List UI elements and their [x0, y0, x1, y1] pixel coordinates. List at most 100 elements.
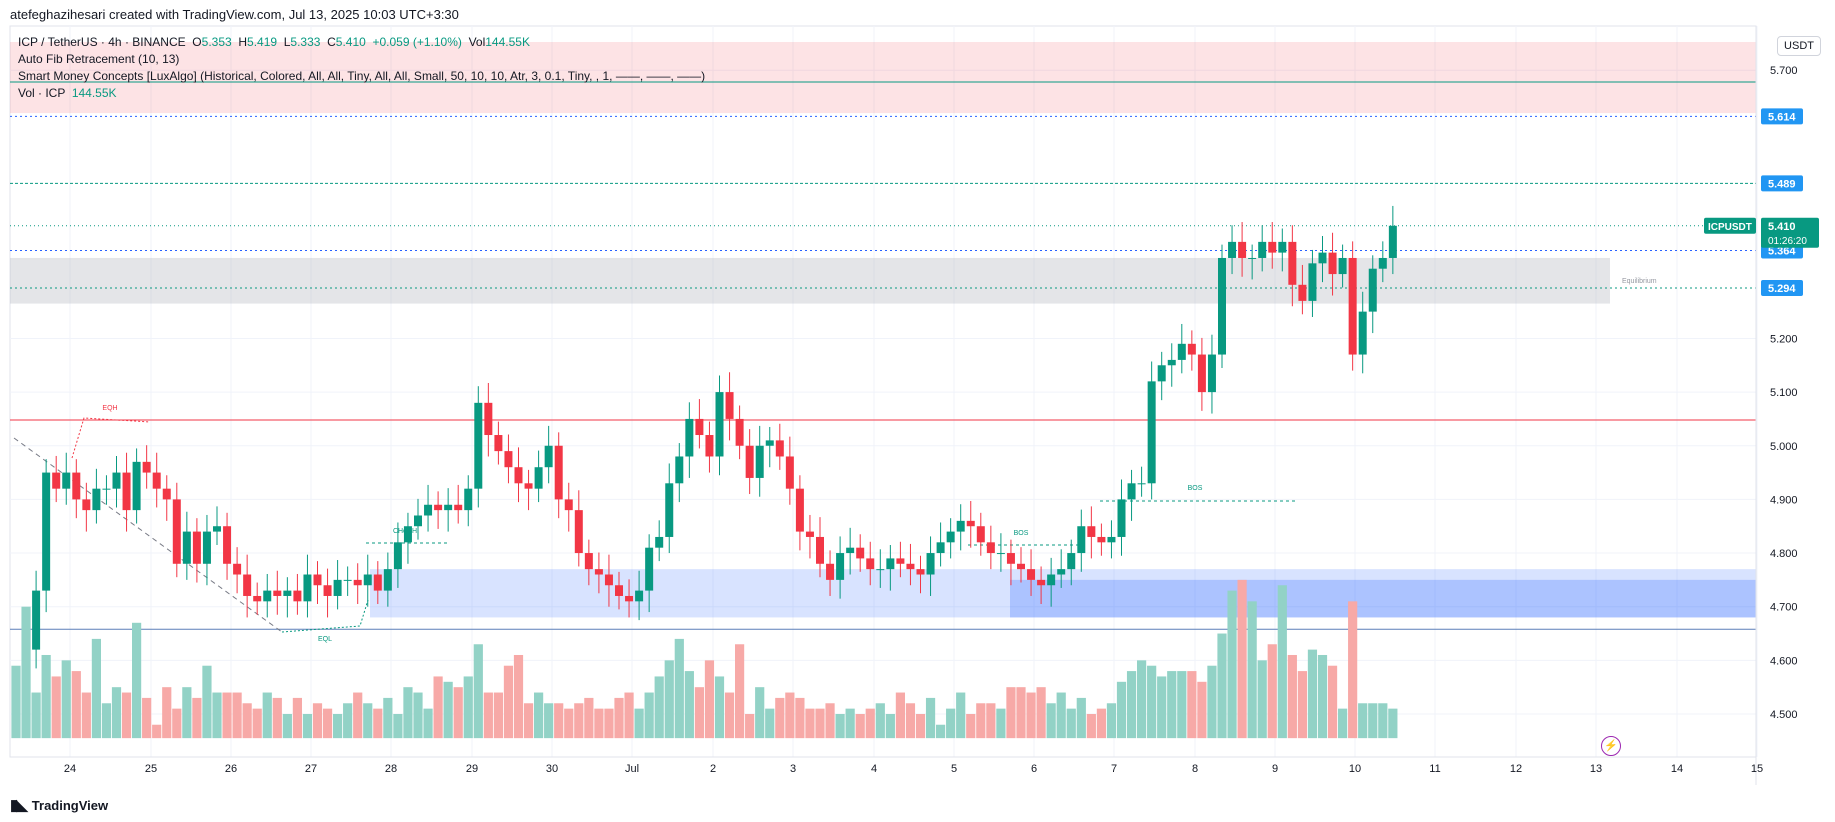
x-tick-label: 10	[1349, 763, 1361, 775]
volume-bar	[1006, 687, 1016, 739]
tradingview-logo[interactable]: ▮◣ TradingView	[10, 796, 108, 814]
candle-body	[474, 402, 483, 489]
candle-body	[625, 595, 634, 602]
candle-body	[52, 472, 61, 489]
candle-body	[554, 445, 563, 500]
candle-body	[866, 558, 875, 570]
candle-body	[182, 531, 191, 564]
candle-body	[102, 488, 111, 490]
x-tick-label: 27	[305, 763, 317, 775]
indicator-volume[interactable]: Vol · ICP 144.55K	[18, 85, 705, 102]
eqh-label: EQH	[102, 405, 117, 412]
candle-body	[1107, 536, 1116, 543]
candle-body	[765, 440, 774, 446]
candle-body	[906, 563, 915, 570]
volume-bar	[31, 692, 41, 739]
candle-body	[393, 542, 402, 570]
volume-bar	[1066, 708, 1076, 739]
volume-bar	[1086, 714, 1096, 739]
candle-body	[1057, 569, 1066, 575]
volume-bar	[966, 714, 976, 739]
candle-body	[896, 558, 905, 564]
volume-bar	[1257, 660, 1267, 739]
chart-legend: ICP / TetherUS · 4h · BINANCE O5.353 H5.…	[18, 34, 705, 102]
candle-body	[1318, 252, 1327, 264]
candle-body	[574, 510, 583, 554]
indicator-smc[interactable]: Smart Money Concepts [LuxAlgo] (Historic…	[18, 69, 706, 83]
price-tag-label: 5.364	[1768, 245, 1796, 257]
volume-bar	[322, 708, 333, 739]
y-tick-label: 5.000	[1770, 441, 1798, 453]
candle-body	[594, 569, 603, 575]
candle-body	[162, 488, 171, 500]
candle-body	[604, 574, 613, 586]
candle-body	[373, 574, 382, 591]
candle-body	[735, 418, 744, 446]
volume-bar	[162, 687, 172, 739]
lightning-icon[interactable]: ⚡	[1601, 736, 1621, 756]
candle-body	[403, 526, 412, 543]
volume-bar	[925, 697, 936, 739]
candle-body	[946, 531, 955, 543]
volume-bar	[996, 708, 1006, 739]
high-label: H	[238, 35, 248, 49]
volume-bar	[21, 606, 31, 739]
candle-body	[695, 418, 704, 436]
volume-bar	[423, 708, 433, 739]
bos-label-2: BOS	[1188, 485, 1203, 492]
tradingview-brand: TradingView	[31, 797, 109, 813]
x-tick-label: 24	[64, 763, 76, 775]
volume-bar	[1247, 601, 1257, 739]
x-tick-label: 7	[1111, 763, 1117, 775]
volume-bar	[885, 714, 895, 739]
volume-bar	[523, 703, 534, 739]
volume-bar	[855, 714, 865, 739]
volume-bar	[312, 703, 323, 739]
candle-body	[856, 547, 865, 559]
candle-body	[82, 499, 91, 511]
candle-body	[996, 553, 1005, 555]
volume-bar	[1227, 590, 1237, 739]
volume-bar	[745, 714, 755, 739]
candle-body	[72, 472, 81, 500]
volume-bar	[373, 708, 383, 739]
candle-body	[805, 531, 814, 537]
y-tick-label: 4.600	[1770, 655, 1798, 667]
volume-bar	[333, 714, 343, 739]
y-tick-label: 5.200	[1770, 333, 1798, 345]
volume-bar	[433, 676, 443, 739]
candle-body	[363, 574, 372, 586]
candle-body	[414, 515, 422, 527]
volume-bar	[403, 687, 413, 739]
candle-body	[273, 590, 282, 596]
volume-bar	[544, 703, 554, 739]
volume-bar	[11, 665, 21, 739]
indicator-fib[interactable]: Auto Fib Retracement (10, 13)	[18, 52, 180, 66]
candle-body	[1127, 483, 1136, 500]
symbol-title[interactable]: ICP / TetherUS · 4h · BINANCE	[18, 35, 186, 49]
candle-body	[1167, 359, 1176, 366]
volume-bar	[121, 692, 132, 739]
candle-body	[122, 472, 131, 511]
y-tick-label: 4.800	[1770, 548, 1798, 560]
symbol-row[interactable]: ICP / TetherUS · 4h · BINANCE O5.353 H5.…	[18, 34, 705, 51]
volume-bar	[1287, 654, 1297, 739]
candle-body	[564, 499, 573, 511]
open-label: O	[192, 35, 202, 49]
volume-bar	[1368, 703, 1378, 739]
volume-bar	[895, 692, 905, 739]
volume-bar	[534, 692, 544, 739]
ticker-tag-bg	[1704, 217, 1756, 234]
currency-button[interactable]: USDT	[1777, 36, 1821, 56]
eql-label: EQL	[318, 636, 332, 643]
candle-body	[524, 483, 533, 489]
candle-body	[514, 467, 523, 484]
volume-bar	[574, 703, 584, 739]
candle-body	[936, 542, 945, 554]
price-tag-bg	[1761, 175, 1803, 192]
candle-body	[243, 574, 252, 596]
x-tick-label: 12	[1510, 763, 1522, 775]
candle-body	[484, 402, 493, 436]
volume-bar	[795, 697, 805, 739]
